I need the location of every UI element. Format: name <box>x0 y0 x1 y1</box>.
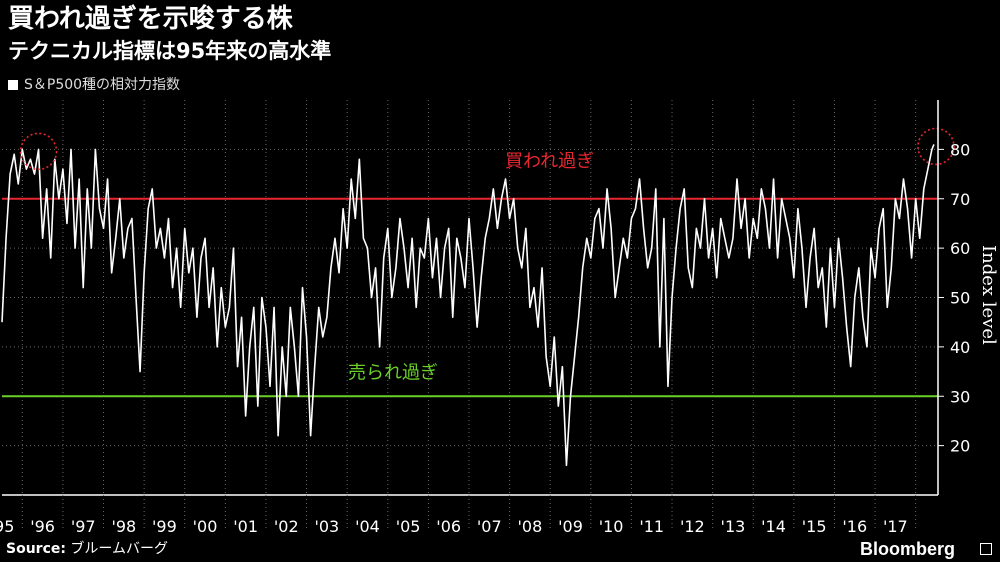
x-tick-label: '01 <box>233 517 258 536</box>
y-tick-label: 50 <box>950 289 970 308</box>
series-layer <box>1 144 935 467</box>
x-tick-label: '02 <box>274 517 299 536</box>
y-tick-label: 30 <box>950 387 970 406</box>
source-value: ブルームバーグ <box>70 541 169 557</box>
logo-box-icon <box>980 543 992 555</box>
y-tick-label: 40 <box>950 338 970 357</box>
x-tick-label: '00 <box>193 517 218 536</box>
legend-swatch <box>8 80 18 90</box>
x-tick-label: '07 <box>477 517 502 536</box>
x-tick-label: '96 <box>30 517 55 536</box>
x-tick-label: '11 <box>639 517 664 536</box>
x-tick-label: '95 <box>0 517 14 536</box>
source-label: Source: <box>6 541 66 557</box>
chart-title: 買われ過ぎを示唆する株 <box>8 4 293 34</box>
y-tick-label: 20 <box>950 437 970 456</box>
x-tick-label: '05 <box>396 517 421 536</box>
x-tick-label: '97 <box>71 517 96 536</box>
y-axis-label: Index level <box>978 245 999 345</box>
chart-subtitle: テクニカル指標は95年来の高水準 <box>8 39 332 63</box>
highlights <box>19 127 955 171</box>
y-tick-label: 60 <box>950 239 970 258</box>
series-line <box>1 144 935 467</box>
x-tick-label: '15 <box>802 517 827 536</box>
x-tick-label: '04 <box>355 517 380 536</box>
axes: 20 30 40 50 60 70 80 Index level '95 '96 '97 '98 '99… <box>0 100 999 536</box>
x-tick-label: '98 <box>111 517 136 536</box>
legend: S＆P500種の相対力指数 <box>8 76 180 94</box>
highlight-circle <box>917 127 955 166</box>
x-tick-label: '14 <box>761 517 786 536</box>
x-tick-label: '08 <box>518 517 543 536</box>
x-tick-label: '99 <box>152 517 177 536</box>
x-tick-label: '03 <box>314 517 339 536</box>
x-tick-label: '16 <box>842 517 867 536</box>
x-tick-label: '13 <box>721 517 746 536</box>
source-note: Source: ブルームバーグ <box>6 540 168 558</box>
y-tick-label: 70 <box>950 190 970 209</box>
reference-label: 買われ過ぎ <box>505 151 594 172</box>
x-tick-label: '17 <box>883 517 908 536</box>
x-tick-label: '10 <box>599 517 624 536</box>
highlight-circle <box>19 132 58 171</box>
y-tick-label: 80 <box>950 140 970 159</box>
x-tick-label: '06 <box>436 517 461 536</box>
x-tick-label: '09 <box>558 517 583 536</box>
reference-label: 売られ過ぎ <box>348 362 438 383</box>
bloomberg-logo: Bloomberg <box>860 539 956 559</box>
x-tick-label: '12 <box>680 517 705 536</box>
legend-label: S＆P500種の相対力指数 <box>24 77 181 93</box>
